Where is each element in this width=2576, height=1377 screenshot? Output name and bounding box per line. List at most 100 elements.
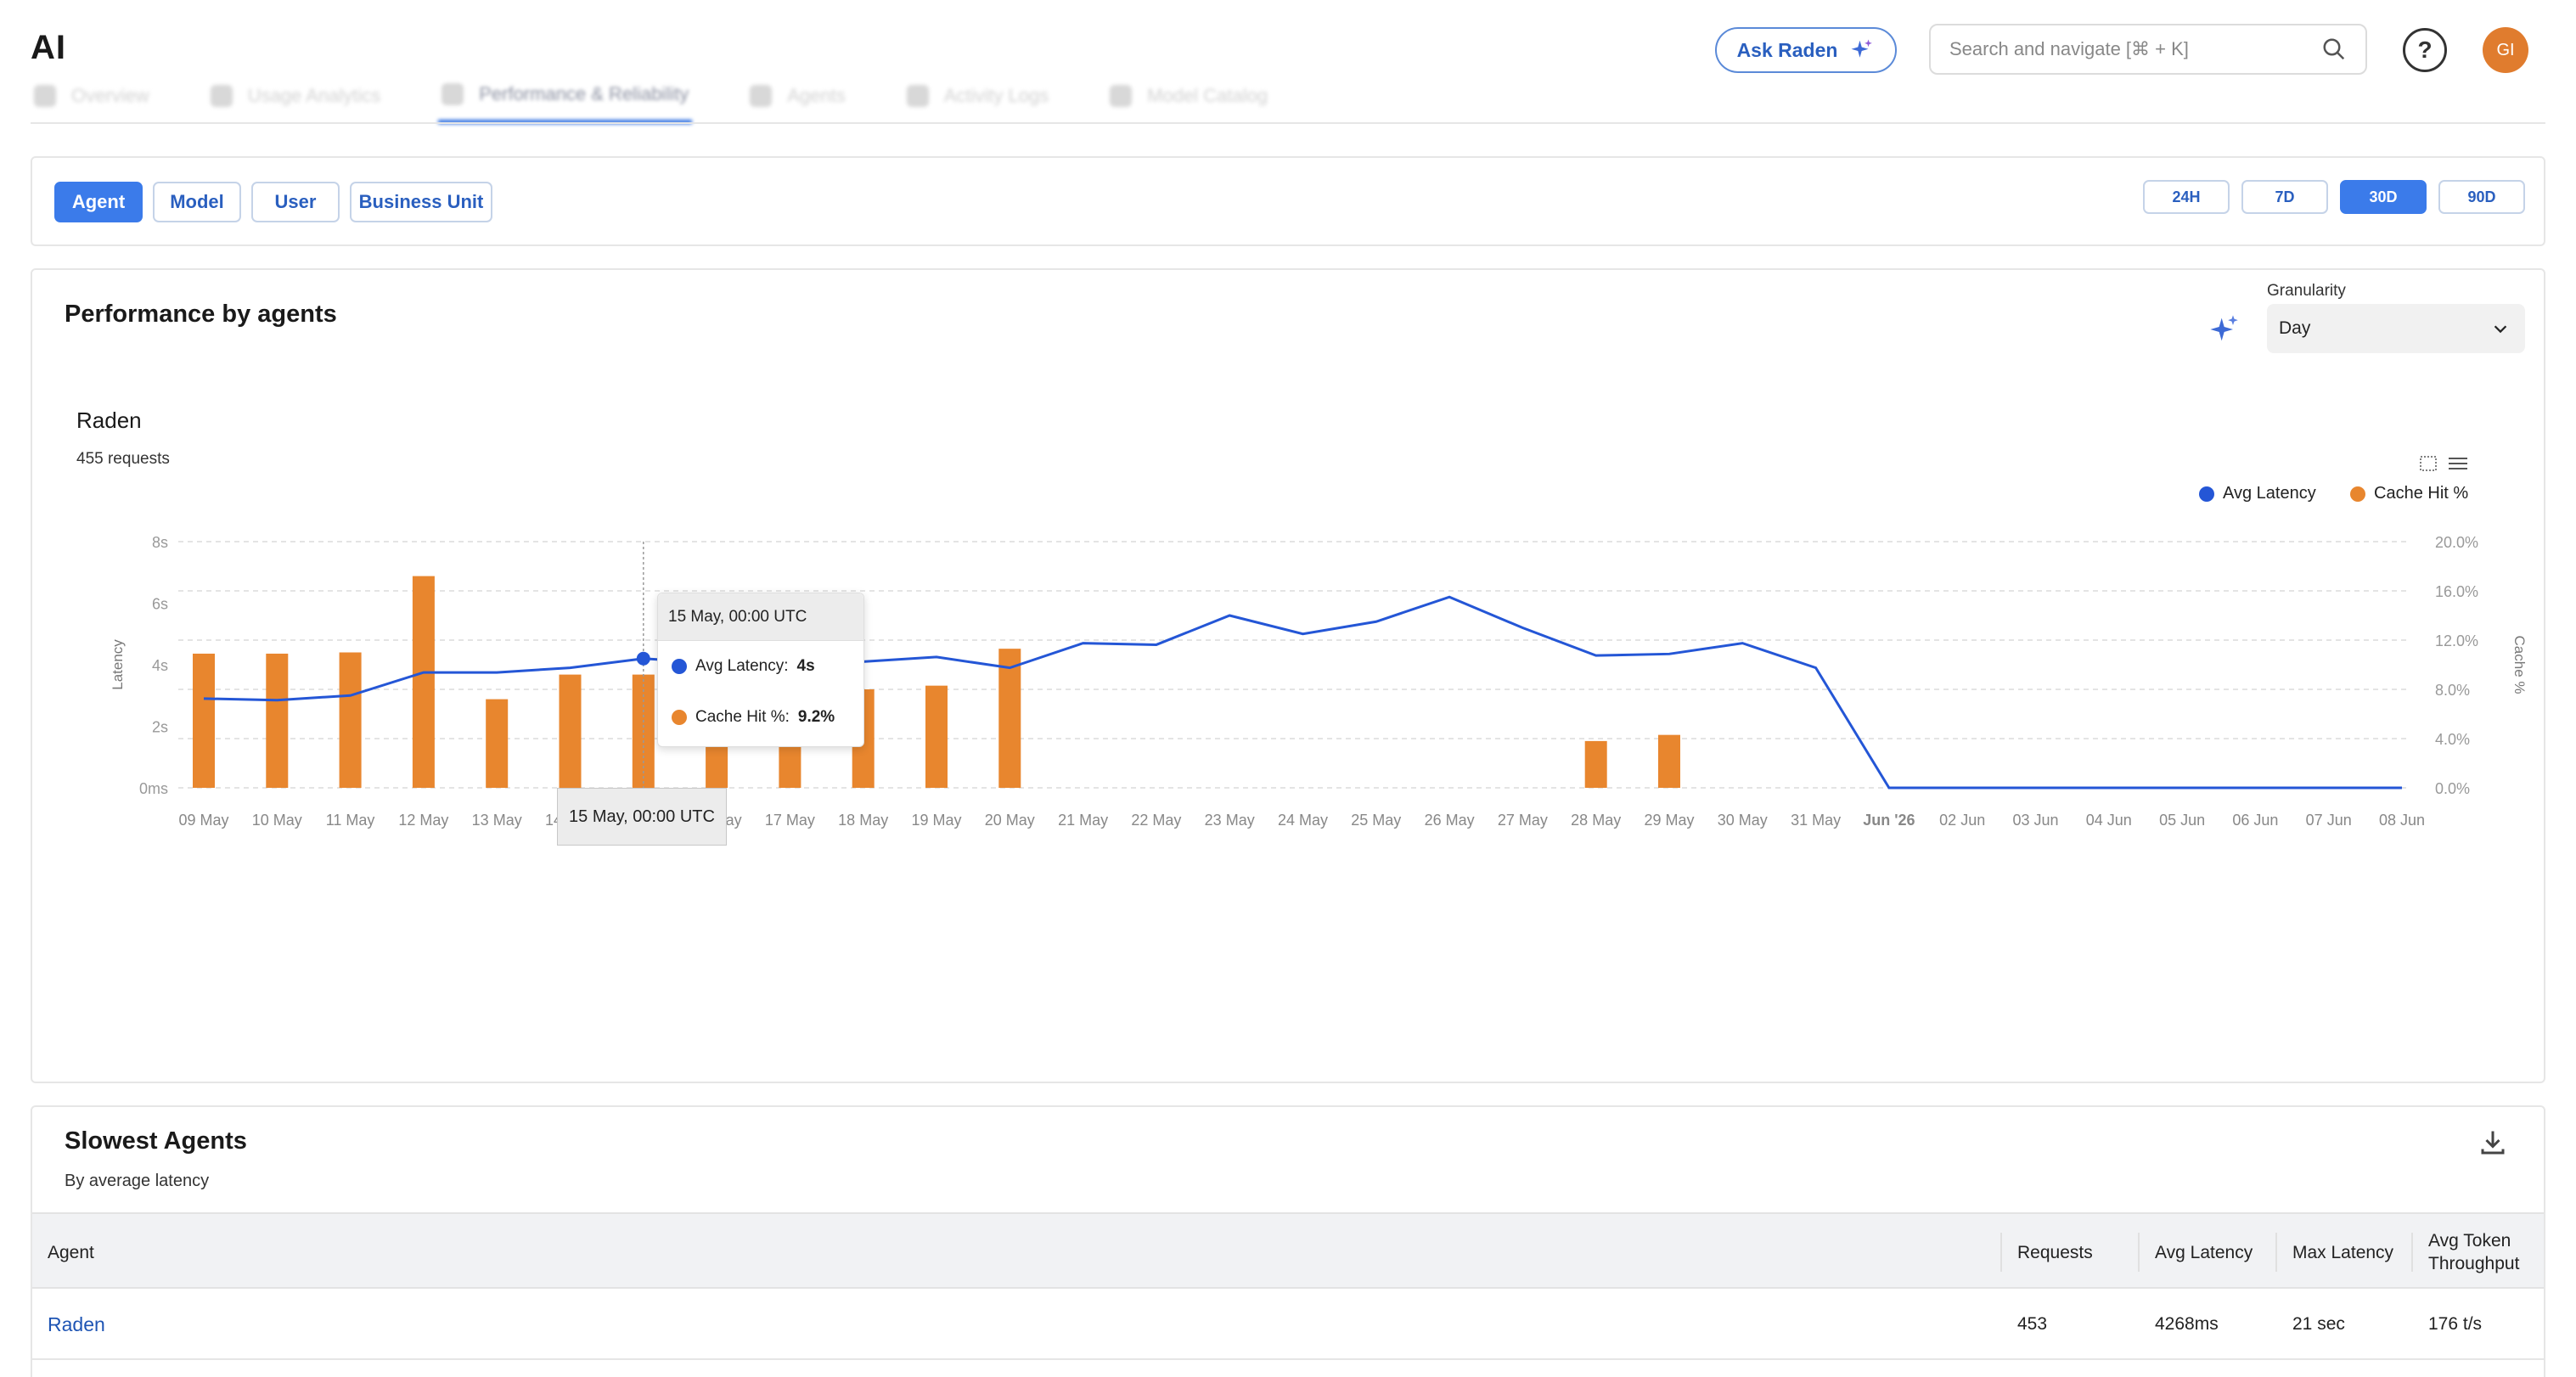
x-tick-label: Jun '26 [1863,812,1915,829]
agent-link[interactable]: Raden [48,1312,105,1335]
x-tick-label: 22 May [1131,812,1181,829]
x-tick-label: 30 May [1718,812,1768,829]
cache-hit-bar [486,699,509,788]
table-header: Agent Requests Avg Latency Max Latency A… [32,1212,2544,1289]
col-max-latency[interactable]: Max Latency [2275,1233,2393,1272]
filter-bar: Agent Model User Business Unit 24H 7D 30… [31,156,2545,246]
zoom-select-icon[interactable] [2418,453,2438,474]
cache-hit-bar [266,653,289,788]
table-row[interactable]: Raden 453 4268ms 21 sec 176 t/s [32,1289,2544,1360]
tab-overview[interactable]: Overview [31,68,153,124]
app-title: AI [31,29,66,66]
slowest-title: Slowest Agents [65,1127,247,1155]
download-icon[interactable] [2478,1127,2508,1158]
col-requests[interactable]: Requests [2000,1233,2093,1272]
x-tick-label: 03 Jun [2012,812,2058,829]
tooltip-dot [672,710,687,725]
range-30d-button[interactable]: 30D [2340,180,2427,214]
y-right-tick-label: 12.0% [2435,632,2478,649]
x-tick-label: 24 May [1278,812,1328,829]
cache-hit-bar [559,674,582,788]
x-tick-label: 28 May [1571,812,1621,829]
ask-raden-button[interactable]: Ask Raden [1715,27,1897,73]
cache-hit-bar [925,685,948,788]
x-tick-label: 21 May [1058,812,1108,829]
activity-icon [906,85,929,107]
cache-hit-bar [1584,740,1607,788]
tooltip-latency-value: 4s [796,657,815,675]
y-right-tick-label: 8.0% [2435,682,2470,699]
x-tick-label: 06 Jun [2232,812,2278,829]
range-7d-button[interactable]: 7D [2241,180,2328,214]
tab-label: Overview [71,85,149,106]
throughput-cell: 176 t/s [2428,1314,2483,1334]
group-business-unit-button[interactable]: Business Unit [350,182,492,222]
avg-latency-cell: 4268ms [2155,1314,2219,1334]
col-agent[interactable]: Agent [48,1242,94,1262]
legend-dot [2199,486,2214,502]
tab-label: Performance & Reliability [479,82,689,104]
x-tick-label: 19 May [911,812,961,829]
tooltip-cache-value: 9.2% [797,708,835,726]
chart-agent-name: Raden [76,407,142,433]
chart-tooltip: 15 May, 00:00 UTC Avg Latency: 4s Cache … [657,593,864,747]
col-throughput[interactable]: Avg Token Throughput [2411,1231,2539,1273]
x-tick-label: 10 May [252,812,302,829]
help-icon[interactable]: ? [2403,28,2447,72]
tab-label: Agents [787,85,846,106]
granularity-select[interactable]: Day [2267,304,2525,353]
group-agent-button[interactable]: Agent [54,182,143,222]
chart-request-count: 455 requests [76,450,170,468]
search-icon [2323,38,2345,60]
y-left-tick-label: 4s [152,657,168,674]
tab-activity[interactable]: Activity Logs [903,68,1053,124]
x-tick-label: 04 Jun [2086,812,2132,829]
x-tick-label: 31 May [1791,812,1841,829]
group-model-button[interactable]: Model [153,182,241,222]
y-left-axis-title: Latency [110,639,126,690]
search-input[interactable]: Search and navigate [⌘ + K] [1929,24,2367,75]
granularity-value: Day [2279,318,2311,338]
x-tick-label: 08 Jun [2379,812,2425,829]
legend-label: Cache Hit % [2374,484,2469,503]
tab-label: Usage Analytics [247,85,381,106]
y-left-tick-label: 6s [152,596,168,613]
slowest-subtitle: By average latency [65,1172,210,1190]
header-divider [31,122,2545,124]
menu-icon[interactable] [2447,453,2469,474]
ask-raden-label: Ask Raden [1736,38,1838,61]
tooltip-latency-label: Avg Latency: [695,657,789,675]
usage-icon [210,85,233,107]
x-tick-label: 29 May [1644,812,1694,829]
tooltip-cache-row: Cache Hit %: 9.2% [658,692,863,743]
tab-agents[interactable]: Agents [746,68,849,124]
cache-hit-bar [339,652,362,788]
range-24h-button[interactable]: 24H [2143,180,2230,214]
slowest-agents-card: Slowest Agents By average latency Agent … [31,1105,2545,1377]
chart-toolbar [2418,453,2469,474]
tab-usage[interactable]: Usage Analytics [207,68,385,124]
requests-cell: 453 [2017,1314,2048,1334]
x-tick-label: 20 May [985,812,1035,829]
granularity-label: Granularity [2267,282,2346,300]
legend-cache-hit[interactable]: Cache Hit % [2350,484,2468,503]
x-tick-label: 09 May [178,812,228,829]
x-tick-label: 23 May [1205,812,1255,829]
tooltip-dot [672,659,687,674]
x-tick-label: 07 Jun [2306,812,2352,829]
col-avg-latency[interactable]: Avg Latency [2138,1233,2253,1272]
range-90d-button[interactable]: 90D [2438,180,2525,214]
group-user-button[interactable]: User [251,182,340,222]
card-title: Performance by agents [65,301,337,328]
legend-avg-latency[interactable]: Avg Latency [2199,484,2316,503]
avatar[interactable]: GI [2483,27,2528,73]
y-right-tick-label: 4.0% [2435,731,2470,748]
chevron-down-icon [2494,325,2507,334]
y-right-axis-title: Cache % [2511,636,2528,694]
tab-performance[interactable]: Performance & Reliability [438,68,693,124]
nav-tabs: Overview Usage Analytics Performance & R… [31,68,1271,124]
tab-models[interactable]: Model Catalog [1106,68,1271,124]
y-right-tick-label: 0.0% [2435,780,2470,797]
y-left-tick-label: 8s [152,534,168,551]
ai-insight-icon[interactable] [2208,312,2241,346]
